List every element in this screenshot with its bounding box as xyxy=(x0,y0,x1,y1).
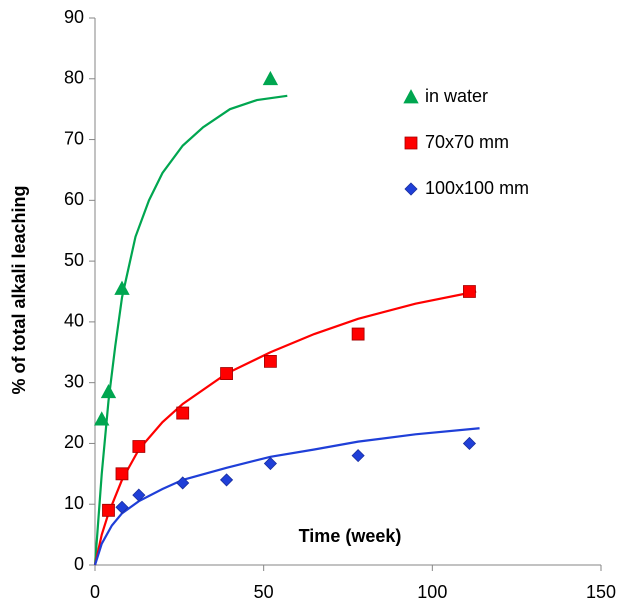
legend-label: in water xyxy=(425,86,488,106)
trend-line xyxy=(93,290,477,566)
data-point xyxy=(351,327,365,341)
legend-marker xyxy=(404,182,418,196)
legend-label: 70x70 mm xyxy=(425,132,509,152)
x-axis-title: Time (week) xyxy=(299,526,402,546)
y-tick-label: 30 xyxy=(64,371,84,391)
data-point xyxy=(102,503,115,517)
data-point xyxy=(263,456,277,471)
legend-marker xyxy=(403,89,419,104)
y-tick-label: 20 xyxy=(64,432,84,452)
trend-line xyxy=(93,94,288,566)
y-tick-label: 40 xyxy=(64,311,84,331)
y-tick-label: 70 xyxy=(64,128,84,148)
y-tick-label: 80 xyxy=(64,68,84,88)
data-point xyxy=(219,473,234,487)
y-tick-label: 10 xyxy=(64,493,84,513)
data-point xyxy=(264,354,277,368)
legend-marker xyxy=(404,136,418,150)
data-point xyxy=(100,383,117,399)
data-point xyxy=(132,488,146,502)
trend-line xyxy=(93,427,480,566)
y-tick-label: 0 xyxy=(74,554,84,574)
y-tick-label: 50 xyxy=(64,250,84,270)
y-tick-label: 60 xyxy=(64,189,84,209)
data-point xyxy=(262,70,279,86)
x-tick-label: 100 xyxy=(417,582,447,602)
x-tick-label: 150 xyxy=(586,582,616,602)
y-axis-title: % of total alkali leaching xyxy=(9,185,29,394)
data-point xyxy=(462,436,477,451)
data-point xyxy=(115,467,129,481)
data-point xyxy=(114,280,130,295)
data-point xyxy=(351,449,365,463)
legend-label: 100x100 mm xyxy=(425,178,529,198)
data-point xyxy=(132,440,146,453)
data-point xyxy=(220,367,233,380)
x-tick-label: 0 xyxy=(90,582,100,602)
data-point xyxy=(115,500,129,514)
data-point xyxy=(463,285,476,298)
x-tick-label: 50 xyxy=(254,582,274,602)
y-tick-label: 90 xyxy=(64,7,84,27)
data-point xyxy=(94,411,110,426)
data-point xyxy=(176,476,190,490)
data-point xyxy=(176,406,190,420)
